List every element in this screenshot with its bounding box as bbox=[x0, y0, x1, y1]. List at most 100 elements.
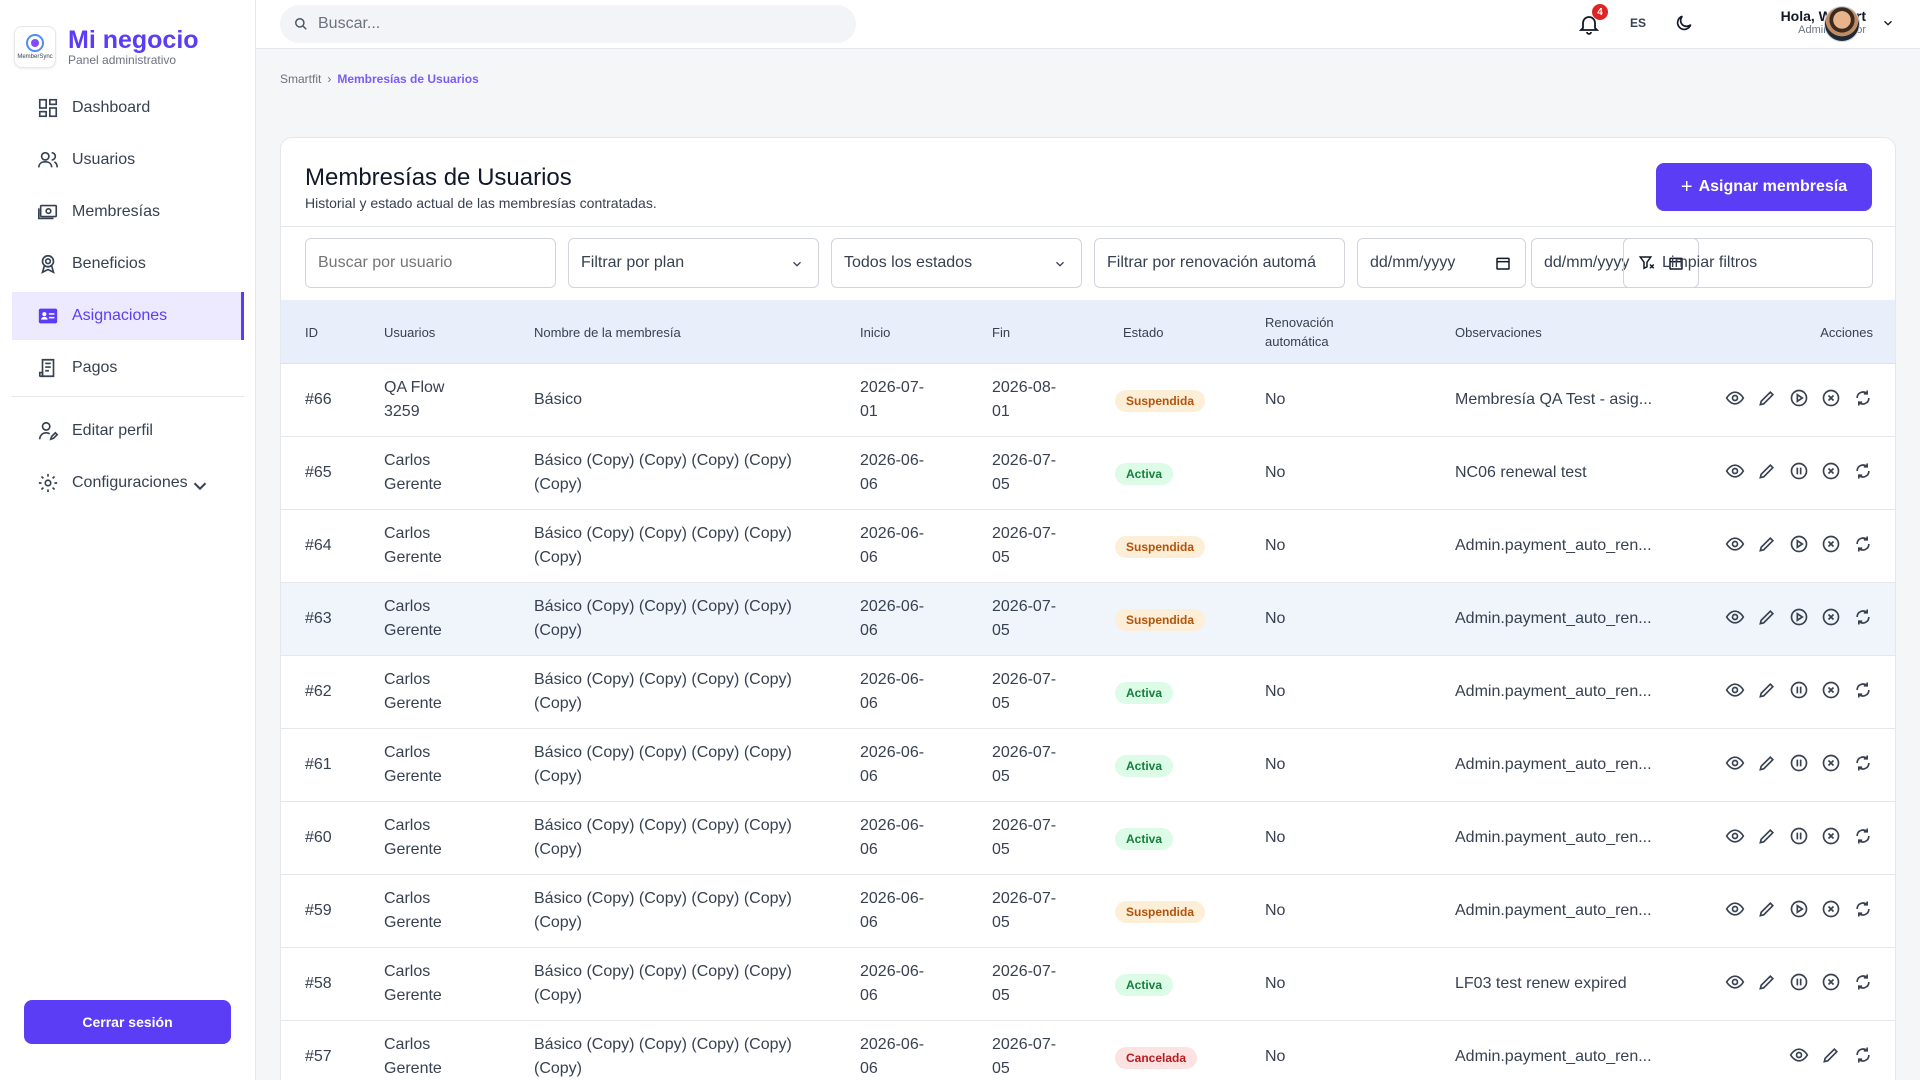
user-filter-input[interactable] bbox=[305, 238, 556, 288]
edit-icon[interactable] bbox=[1757, 607, 1777, 627]
renewal-filter-select[interactable]: Filtrar por renovación automá bbox=[1094, 238, 1345, 288]
view-icon[interactable] bbox=[1725, 534, 1745, 554]
sidebar-item-label: Pagos bbox=[72, 359, 117, 377]
view-icon[interactable] bbox=[1725, 899, 1745, 919]
view-icon[interactable] bbox=[1725, 607, 1745, 627]
edit-icon[interactable] bbox=[1757, 972, 1777, 992]
cancel-icon[interactable] bbox=[1821, 972, 1841, 992]
renew-icon[interactable] bbox=[1853, 607, 1873, 627]
renew-icon[interactable] bbox=[1853, 461, 1873, 481]
edit-icon[interactable] bbox=[1757, 899, 1777, 919]
status-filter-select[interactable]: Todos los estados bbox=[831, 238, 1082, 288]
chevron-down-icon[interactable] bbox=[1881, 16, 1895, 30]
renew-icon[interactable] bbox=[1853, 534, 1873, 554]
cell-end: 2026-07- 05 bbox=[992, 741, 1056, 789]
edit-icon[interactable] bbox=[1757, 534, 1777, 554]
table-row[interactable]: #63 Carlos Gerente Básico (Copy) (Copy) (Co… bbox=[281, 583, 1896, 656]
cancel-icon[interactable] bbox=[1821, 607, 1841, 627]
table-row[interactable]: #65 Carlos Gerente Básico (Copy) (Copy) (Co… bbox=[281, 437, 1896, 510]
sidebar-item-asignaciones[interactable]: Asignaciones bbox=[12, 292, 244, 340]
search-input[interactable] bbox=[318, 15, 818, 33]
view-icon[interactable] bbox=[1725, 753, 1745, 773]
cancel-icon[interactable] bbox=[1821, 534, 1841, 554]
cell-notes: Admin.payment_auto_ren... bbox=[1455, 826, 1652, 850]
table-header: ID Usuarios Nombre de la membresía Inici… bbox=[281, 300, 1896, 364]
edit-icon[interactable] bbox=[1757, 461, 1777, 481]
breadcrumb-current: Membresías de Usuarios bbox=[337, 72, 478, 86]
sidebar-item-pagos[interactable]: Pagos bbox=[12, 344, 244, 392]
sidebar-item-dashboard[interactable]: Dashboard bbox=[12, 84, 244, 132]
cell-user: Carlos Gerente bbox=[384, 449, 442, 497]
resume-icon[interactable] bbox=[1789, 899, 1809, 919]
language-toggle[interactable]: ES bbox=[1630, 16, 1646, 30]
cancel-icon[interactable] bbox=[1821, 388, 1841, 408]
cell-plan: Básico (Copy) (Copy) (Copy) (Copy) (Copy) bbox=[534, 668, 792, 716]
plan-filter-select[interactable]: Filtrar por plan bbox=[568, 238, 819, 288]
moon-icon[interactable] bbox=[1674, 13, 1694, 33]
edit-icon[interactable] bbox=[1757, 826, 1777, 846]
sidebar-item-beneficios[interactable]: Beneficios bbox=[12, 240, 244, 288]
view-icon[interactable] bbox=[1725, 972, 1745, 992]
cell-notes: Membresía QA Test - asig... bbox=[1455, 388, 1652, 412]
table-row[interactable]: #62 Carlos Gerente Básico (Copy) (Copy) (Co… bbox=[281, 656, 1896, 729]
pause-icon[interactable] bbox=[1789, 753, 1809, 773]
table-row[interactable]: #66 QA Flow 3259 Básico 2026-07- 01 2026-08- 01… bbox=[281, 364, 1896, 437]
cell-end: 2026-07- 05 bbox=[992, 449, 1056, 497]
clear-filters-button[interactable]: Limpiar filtros bbox=[1623, 238, 1873, 288]
renew-icon[interactable] bbox=[1853, 1045, 1873, 1065]
cancel-icon[interactable] bbox=[1821, 461, 1841, 481]
cell-renewal: No bbox=[1265, 607, 1285, 631]
cell-start: 2026-06- 06 bbox=[860, 741, 924, 789]
resume-icon[interactable] bbox=[1789, 607, 1809, 627]
cell-notes: Admin.payment_auto_ren... bbox=[1455, 1045, 1652, 1069]
table-row[interactable]: #60 Carlos Gerente Básico (Copy) (Copy) (Co… bbox=[281, 802, 1896, 875]
status-badge: Cancelada bbox=[1115, 1047, 1197, 1069]
global-search[interactable] bbox=[280, 5, 856, 43]
renew-icon[interactable] bbox=[1853, 388, 1873, 408]
renew-icon[interactable] bbox=[1853, 972, 1873, 992]
cell-start: 2026-06- 06 bbox=[860, 887, 924, 935]
view-icon[interactable] bbox=[1725, 680, 1745, 700]
pause-icon[interactable] bbox=[1789, 972, 1809, 992]
view-icon[interactable] bbox=[1725, 388, 1745, 408]
sidebar-item-membresias[interactable]: Membresías bbox=[12, 188, 244, 236]
edit-icon[interactable] bbox=[1821, 1045, 1841, 1065]
row-actions bbox=[1713, 534, 1873, 554]
table-row[interactable]: #57 Carlos Gerente Básico (Copy) (Copy) (Co… bbox=[281, 1021, 1896, 1080]
resume-icon[interactable] bbox=[1789, 388, 1809, 408]
brand[interactable]: MemberSync Mi negocio Panel administrati… bbox=[14, 26, 199, 68]
renew-icon[interactable] bbox=[1853, 826, 1873, 846]
sidebar-item-configuraciones[interactable]: Configuraciones bbox=[12, 459, 244, 507]
table-row[interactable]: #59 Carlos Gerente Básico (Copy) (Copy) (Co… bbox=[281, 875, 1896, 948]
view-icon[interactable] bbox=[1789, 1045, 1809, 1065]
pause-icon[interactable] bbox=[1789, 461, 1809, 481]
edit-icon[interactable] bbox=[1757, 753, 1777, 773]
logout-button[interactable]: Cerrar sesión bbox=[24, 1000, 231, 1044]
sidebar-item-usuarios[interactable]: Usuarios bbox=[12, 136, 244, 184]
cancel-icon[interactable] bbox=[1821, 899, 1841, 919]
plus-icon: + bbox=[1681, 176, 1693, 199]
row-actions bbox=[1713, 607, 1873, 627]
renew-icon[interactable] bbox=[1853, 680, 1873, 700]
edit-icon[interactable] bbox=[1757, 388, 1777, 408]
sidebar-item-editar-perfil[interactable]: Editar perfil bbox=[12, 407, 244, 455]
avatar[interactable] bbox=[1824, 6, 1860, 42]
table-row[interactable]: #58 Carlos Gerente Básico (Copy) (Copy) (Co… bbox=[281, 948, 1896, 1021]
pause-icon[interactable] bbox=[1789, 826, 1809, 846]
breadcrumb-root[interactable]: Smartfit bbox=[280, 72, 321, 86]
assign-membership-button[interactable]: + Asignar membresía bbox=[1656, 163, 1872, 211]
cancel-icon[interactable] bbox=[1821, 680, 1841, 700]
cancel-icon[interactable] bbox=[1821, 826, 1841, 846]
resume-icon[interactable] bbox=[1789, 534, 1809, 554]
view-icon[interactable] bbox=[1725, 461, 1745, 481]
date-from-input[interactable]: dd/mm/yyyy bbox=[1357, 238, 1526, 288]
cancel-icon[interactable] bbox=[1821, 753, 1841, 773]
edit-icon[interactable] bbox=[1757, 680, 1777, 700]
table-row[interactable]: #61 Carlos Gerente Básico (Copy) (Copy) (Co… bbox=[281, 729, 1896, 802]
renew-icon[interactable] bbox=[1853, 753, 1873, 773]
chevron-down-icon bbox=[1053, 257, 1067, 271]
view-icon[interactable] bbox=[1725, 826, 1745, 846]
pause-icon[interactable] bbox=[1789, 680, 1809, 700]
renew-icon[interactable] bbox=[1853, 899, 1873, 919]
table-row[interactable]: #64 Carlos Gerente Básico (Copy) (Copy) (Co… bbox=[281, 510, 1896, 583]
